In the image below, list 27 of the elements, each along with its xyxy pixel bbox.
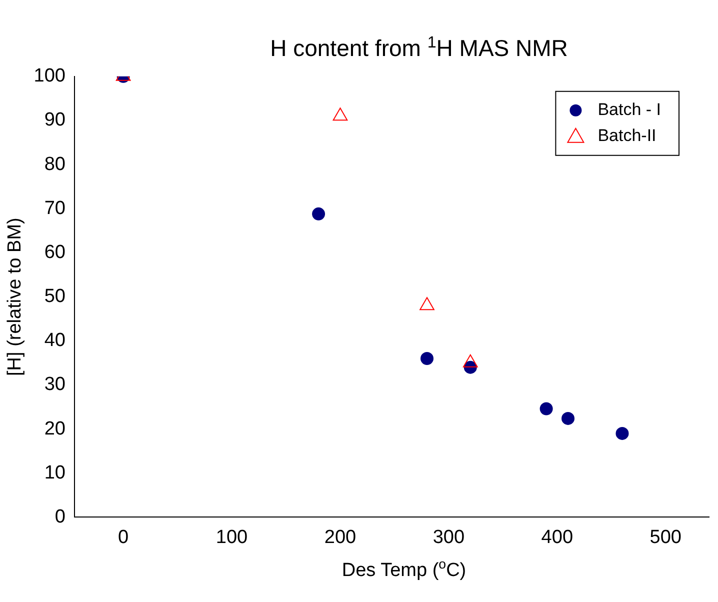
point	[616, 426, 629, 440]
x-axis-title: Des Temp ($^{o}$C)	[340, 556, 468, 582]
y-tick-label: 20	[44, 418, 66, 440]
y-tick-label: 50	[44, 286, 66, 308]
point	[562, 412, 574, 425]
x-tick-label: 100	[216, 526, 248, 548]
point	[420, 352, 434, 366]
y-tick-label: 60	[44, 242, 66, 263]
y-tick-label: 40	[44, 330, 66, 352]
y-tick-label: 10	[44, 462, 66, 484]
y-axis-title: [H] (relative to BM)	[4, 218, 26, 376]
y-tick-label: 30	[44, 374, 66, 396]
x-tick-label: 200	[324, 526, 356, 548]
legend-label: Batch - I	[598, 100, 662, 120]
point	[540, 402, 553, 416]
x-tick-label: 500	[650, 526, 682, 548]
x-tick-label: 0	[118, 526, 129, 548]
y-tick-label: 90	[44, 110, 66, 131]
y-tick-label: 0	[54, 506, 66, 528]
y-tick-label: 80	[44, 154, 66, 175]
chart-title: H content from $^{1}$H MAS NMR	[270, 33, 568, 62]
point	[312, 207, 326, 220]
legend-label: Batch-II	[598, 126, 656, 146]
y-tick-label: 70	[44, 198, 66, 219]
y-tick-label: 100	[34, 66, 66, 87]
x-tick-label: 300	[432, 526, 465, 548]
x-tick-label: 400	[541, 526, 574, 548]
